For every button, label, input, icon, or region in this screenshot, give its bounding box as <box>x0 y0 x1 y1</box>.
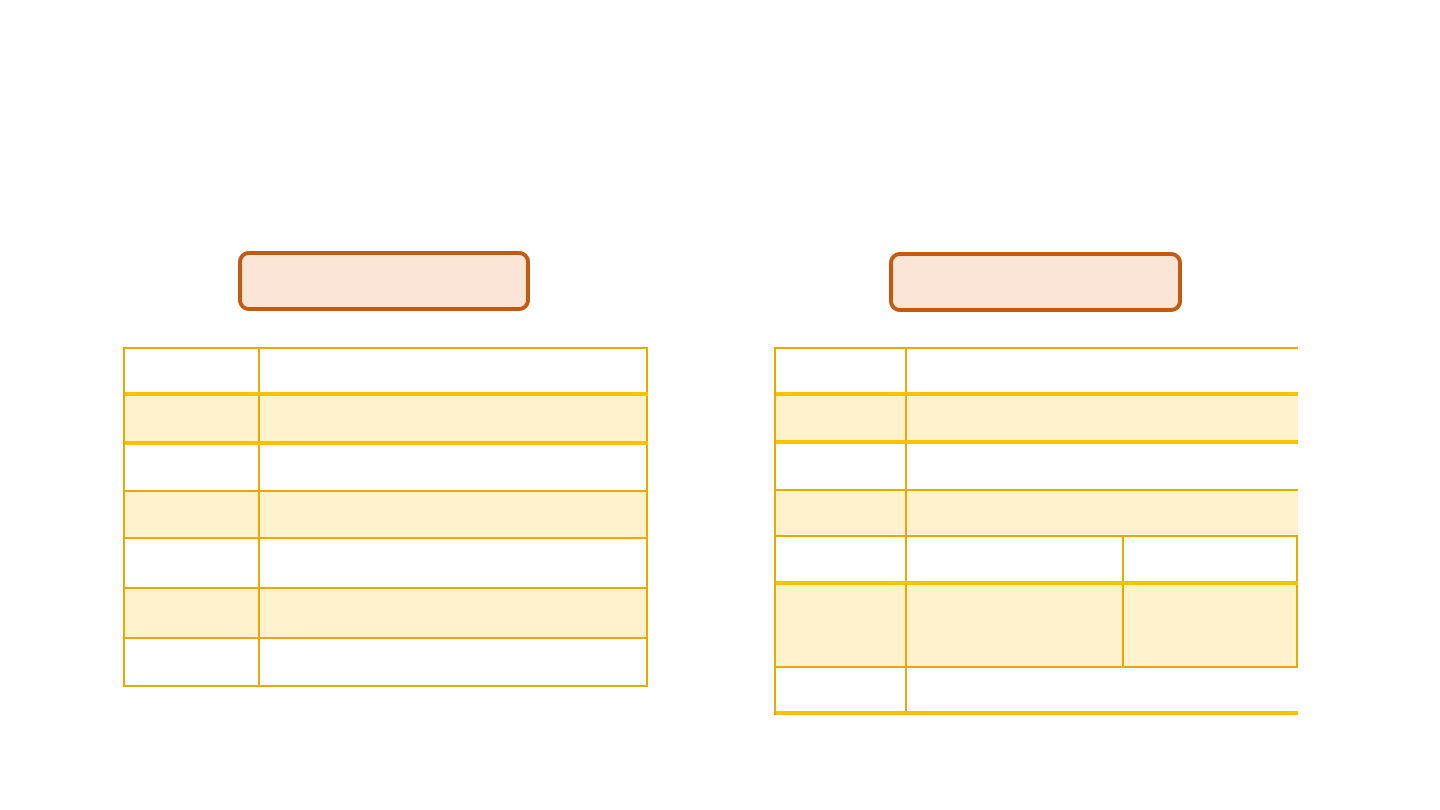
right-table-row-2 <box>776 396 1298 444</box>
right-table-row6-cell1[interactable] <box>776 585 907 666</box>
right-table-row-7 <box>776 668 1298 715</box>
left-table-row-3 <box>125 445 648 492</box>
right-table-row2-cell1[interactable] <box>776 396 907 440</box>
right-table-row-6 <box>776 585 1298 668</box>
left-table-row1-cell2[interactable] <box>260 349 648 392</box>
right-table-row6-cell3[interactable] <box>1124 585 1298 666</box>
right-table[interactable] <box>774 347 1298 715</box>
left-title-box[interactable] <box>238 251 530 311</box>
left-table-row5-cell2[interactable] <box>260 539 648 587</box>
left-table-row6-cell2[interactable] <box>260 589 648 637</box>
right-table-row1-cell2[interactable] <box>907 349 1298 392</box>
left-table-row-2 <box>125 396 648 445</box>
right-table-row5-cell3[interactable] <box>1124 537 1298 581</box>
right-table-row-5 <box>776 537 1298 585</box>
left-table-row3-cell1[interactable] <box>125 445 260 490</box>
left-table-row2-cell1[interactable] <box>125 396 260 441</box>
right-table-row3-cell2[interactable] <box>907 444 1298 489</box>
right-table-row7-cell2[interactable] <box>907 668 1298 711</box>
right-title-box[interactable] <box>889 252 1182 312</box>
right-table-row3-cell1[interactable] <box>776 444 907 489</box>
right-table-row-3 <box>776 444 1298 491</box>
left-table-row-1 <box>125 349 648 396</box>
right-table-row5-cell2[interactable] <box>907 537 1124 581</box>
left-table-row7-cell2[interactable] <box>260 639 648 685</box>
right-table-row7-cell1[interactable] <box>776 668 907 711</box>
left-table-row4-cell2[interactable] <box>260 492 648 537</box>
right-table-row4-cell1[interactable] <box>776 491 907 535</box>
left-table-row5-cell1[interactable] <box>125 539 260 587</box>
left-table-row6-cell1[interactable] <box>125 589 260 637</box>
left-table-row3-cell2[interactable] <box>260 445 648 490</box>
left-table[interactable] <box>123 347 648 687</box>
left-table-row-4 <box>125 492 648 539</box>
right-table-row2-cell2[interactable] <box>907 396 1298 440</box>
left-table-row1-cell1[interactable] <box>125 349 260 392</box>
right-table-row6-cell2[interactable] <box>907 585 1124 666</box>
right-table-row4-cell2[interactable] <box>907 491 1298 535</box>
left-table-row4-cell1[interactable] <box>125 492 260 537</box>
right-table-row-4 <box>776 491 1298 537</box>
left-table-row-6 <box>125 589 648 639</box>
left-table-row-5 <box>125 539 648 589</box>
right-table-row5-cell1[interactable] <box>776 537 907 581</box>
left-table-row7-cell1[interactable] <box>125 639 260 685</box>
left-table-row-7 <box>125 639 648 687</box>
right-table-row-1 <box>776 349 1298 396</box>
right-table-row1-cell1[interactable] <box>776 349 907 392</box>
left-table-row2-cell2[interactable] <box>260 396 648 441</box>
